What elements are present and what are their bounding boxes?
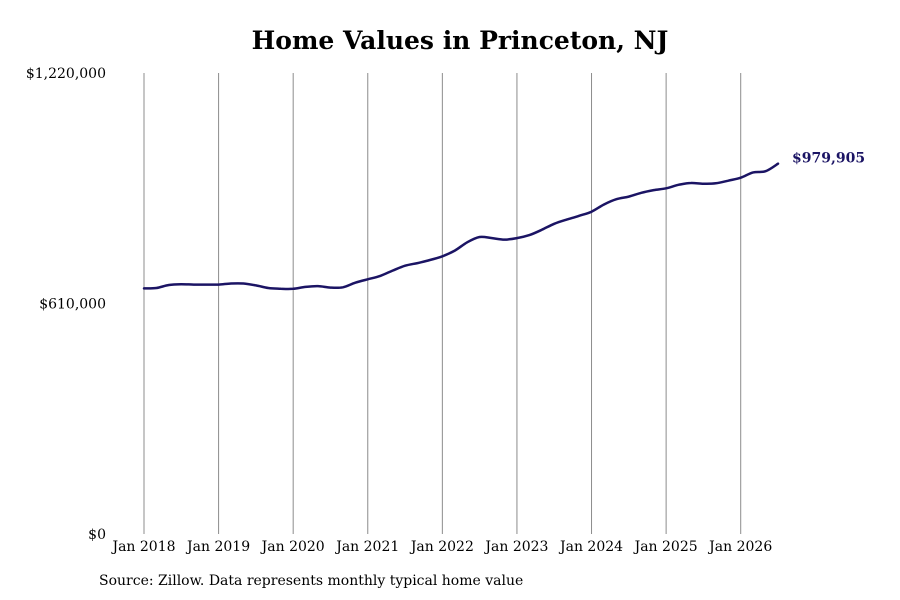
x-tick-label: Jan 2024 (558, 539, 623, 555)
x-tick-label: Jan 2018 (110, 539, 175, 555)
chart-title: Home Values in Princeton, NJ (251, 26, 669, 55)
x-tick-label: Jan 2026 (707, 539, 772, 555)
y-tick-label: $1,220,000 (26, 66, 106, 82)
y-tick-label: $610,000 (39, 297, 106, 313)
y-tick-label: $0 (88, 527, 106, 543)
y-axis-ticks: $0 $610,000 $1,220,000 (26, 66, 106, 543)
chart-source: Source: Zillow. Data represents monthly … (99, 573, 524, 589)
x-tick-label: Jan 2021 (334, 539, 399, 555)
x-tick-label: Jan 2019 (185, 539, 250, 555)
x-tick-label: Jan 2023 (483, 539, 548, 555)
x-tick-label: Jan 2025 (633, 539, 698, 555)
x-tick-label: Jan 2020 (260, 539, 325, 555)
x-axis-ticks: Jan 2018 Jan 2019 Jan 2020 Jan 2021 Jan 2022… (110, 539, 772, 555)
gridlines (143, 73, 742, 534)
x-tick-label: Jan 2022 (409, 539, 474, 555)
series-line (142, 162, 780, 291)
end-value-label: $979,905 (792, 151, 865, 167)
